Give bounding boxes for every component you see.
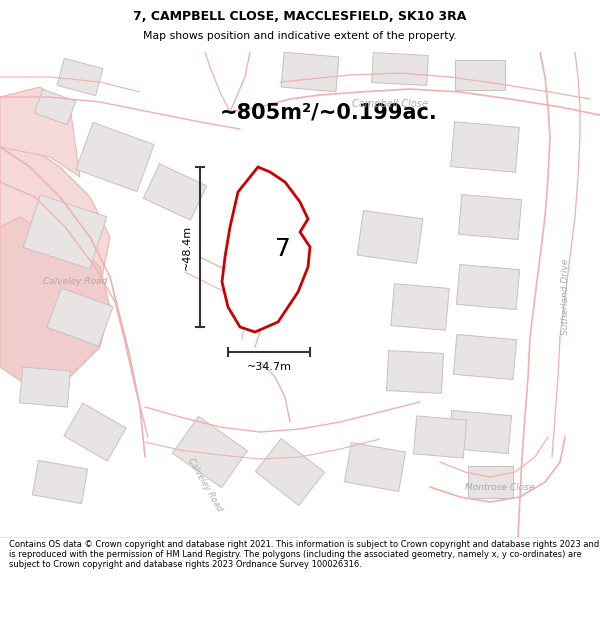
Text: Sutherland Drive: Sutherland Drive [560,259,569,335]
Polygon shape [455,60,505,90]
Polygon shape [457,264,520,309]
Polygon shape [222,167,310,332]
Text: ~34.7m: ~34.7m [247,362,292,372]
Polygon shape [458,194,521,239]
Polygon shape [372,52,428,86]
Polygon shape [454,334,517,379]
Polygon shape [23,195,107,269]
Polygon shape [256,439,325,506]
Polygon shape [448,411,512,454]
Text: Calveley Road: Calveley Road [186,457,224,513]
Polygon shape [357,211,423,264]
Polygon shape [64,403,126,461]
Polygon shape [467,466,512,498]
Text: Montrose Close: Montrose Close [466,482,535,491]
Polygon shape [76,122,154,192]
Polygon shape [20,367,70,407]
Polygon shape [32,461,88,504]
Text: ~48.4m: ~48.4m [182,224,192,269]
Polygon shape [391,284,449,331]
Polygon shape [344,442,406,491]
Text: Contains OS data © Crown copyright and database right 2021. This information is : Contains OS data © Crown copyright and d… [9,539,599,569]
Polygon shape [0,87,80,177]
Polygon shape [0,217,110,387]
Text: Calveley Road: Calveley Road [43,278,107,286]
Text: ~805m²/~0.199ac.: ~805m²/~0.199ac. [220,102,438,122]
Polygon shape [451,122,520,172]
Polygon shape [143,164,206,220]
Polygon shape [0,147,110,317]
Polygon shape [47,288,113,346]
Polygon shape [57,58,103,96]
Text: 7, CAMPBELL CLOSE, MACCLESFIELD, SK10 3RA: 7, CAMPBELL CLOSE, MACCLESFIELD, SK10 3R… [133,11,467,23]
Polygon shape [386,351,443,393]
Text: Map shows position and indicative extent of the property.: Map shows position and indicative extent… [143,31,457,41]
Polygon shape [413,416,467,458]
Text: Campbell Close: Campbell Close [352,99,428,109]
Polygon shape [173,416,247,488]
Text: 7: 7 [275,237,291,261]
Polygon shape [34,89,76,125]
Polygon shape [281,52,339,92]
